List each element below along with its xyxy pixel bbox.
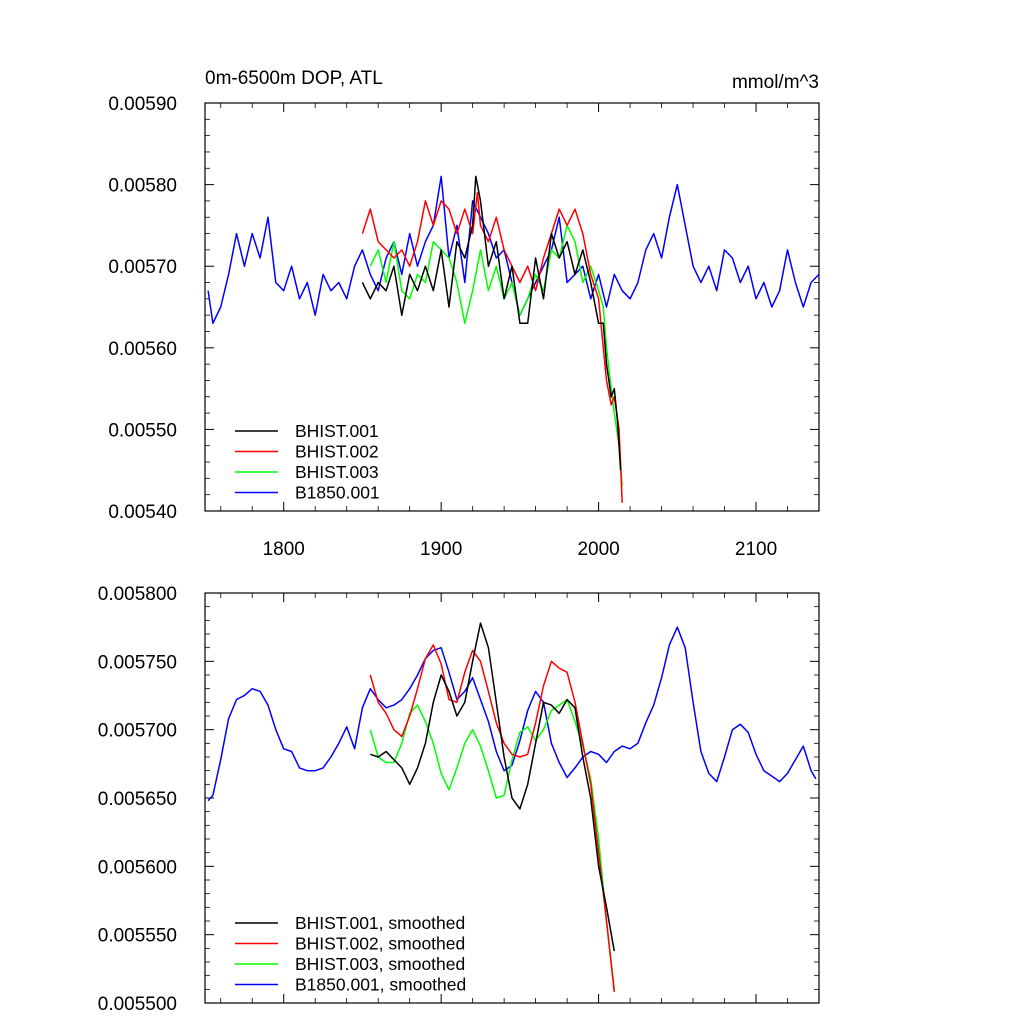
series-line-bhist-001 (361, 175, 622, 471)
x-tick-label: 1900 (420, 539, 462, 560)
y-tick-label: 0.00550 (108, 420, 177, 441)
panel-title-left: 0m-6500m DOP, ATL (205, 68, 383, 89)
y-tick-label: 0.00580 (108, 176, 177, 197)
legend-label: BHIST.003 (295, 462, 379, 482)
y-tick-label: 0.00590 (108, 94, 177, 115)
y-tick-label: 0.005750 (98, 652, 177, 673)
x-tick-label: 1800 (263, 539, 305, 560)
panel-units-label: mmol/m^3 (732, 72, 819, 93)
series-line-bhist-002-smoothed (369, 644, 616, 993)
series-line-b1850-001 (207, 175, 820, 325)
legend-label: B1850.001, smoothed (295, 975, 466, 995)
y-tick-label: 0.00560 (108, 339, 177, 360)
dop-smoothed-panel: 0.005500 0.005550 0.005600 0.005650 0.005700… (98, 584, 820, 1015)
y-tick-label: 0.005550 (98, 926, 177, 947)
y-tick-label: 0.00570 (108, 257, 177, 278)
x-tick-label: 2000 (577, 539, 619, 560)
legend-label: BHIST.001 (295, 421, 379, 441)
y-tick-label: 0.00540 (108, 502, 177, 523)
y-tick-label: 0.005700 (98, 721, 177, 742)
plot-frame (204, 102, 820, 512)
y-tick-label: 0.005600 (98, 857, 177, 878)
legend-label: BHIST.002 (295, 442, 379, 462)
series-line-bhist-003 (369, 224, 623, 487)
series-line-b1850-001-smoothed (207, 626, 817, 802)
dop-raw-panel: 0m-6500m DOP, ATL mmol/m^3 0.00540 0.0055… (108, 68, 820, 560)
legend-label: BHIST.002, smoothed (295, 934, 465, 954)
series-line-bhist-002 (361, 192, 623, 503)
y-tick-label: 0.005800 (98, 584, 177, 605)
y-tick-label: 0.005650 (98, 789, 177, 810)
series-line-bhist-001-smoothed (370, 622, 616, 952)
x-tick-label: 2100 (735, 539, 777, 560)
legend-label: BHIST.001, smoothed (295, 913, 465, 933)
legend-label: BHIST.003, smoothed (295, 954, 465, 974)
legend-label: B1850.001 (295, 483, 380, 503)
y-tick-label: 0.005500 (98, 994, 177, 1015)
